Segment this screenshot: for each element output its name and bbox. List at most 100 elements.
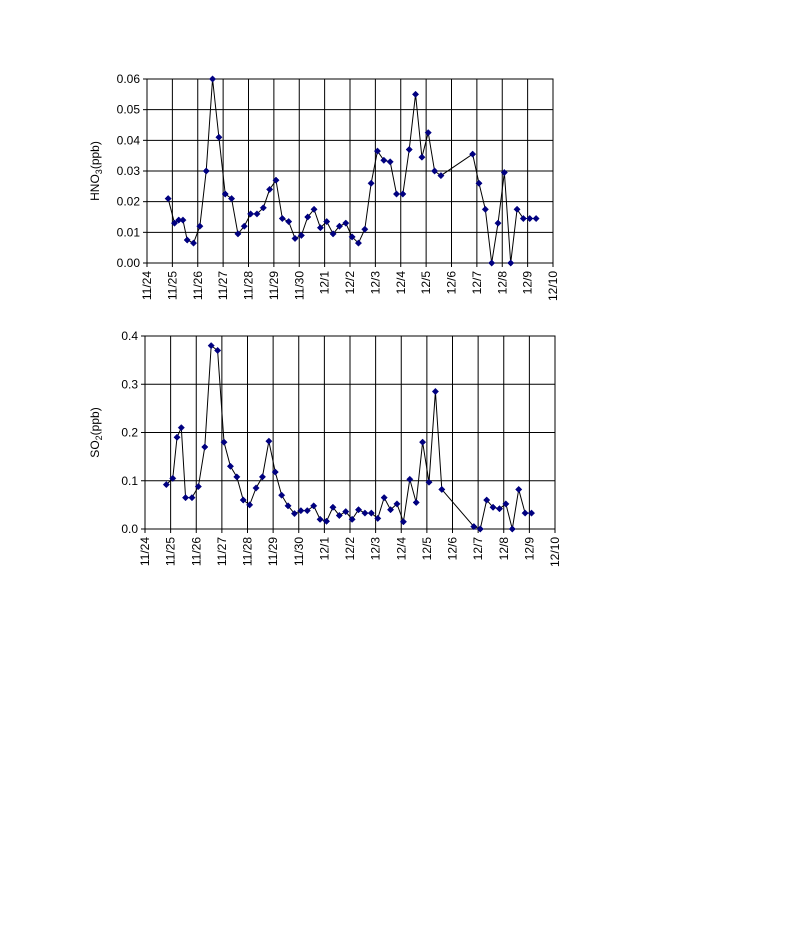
- data-point-marker: [500, 168, 508, 177]
- data-point-marker: [284, 502, 292, 510]
- data-point-marker: [291, 234, 299, 243]
- data-point-marker: [481, 205, 489, 213]
- data-point-marker: [532, 214, 540, 223]
- data-point-marker: [437, 172, 445, 180]
- data-point-marker: [179, 216, 187, 224]
- y-tick-label: 0.01: [117, 225, 141, 239]
- data-point-marker: [162, 481, 170, 489]
- data-point-marker: [405, 145, 413, 154]
- data-point-marker: [526, 214, 534, 223]
- x-tick-label: 12/2: [343, 271, 357, 295]
- y-tick-label: 0.04: [117, 133, 141, 147]
- data-point-marker: [278, 491, 286, 499]
- data-point-marker: [418, 153, 426, 161]
- x-tick-label: 11/29: [266, 537, 280, 566]
- data-point-marker: [513, 205, 521, 213]
- x-tick-label: 11/27: [216, 271, 230, 300]
- data-point-marker: [271, 468, 279, 476]
- data-point-marker: [253, 210, 261, 218]
- data-point-marker: [285, 218, 293, 226]
- data-point-marker: [240, 222, 248, 230]
- data-point-marker: [214, 346, 222, 355]
- data-point-marker: [399, 190, 407, 198]
- y-tick-label: 0.2: [121, 426, 138, 440]
- data-point-marker: [278, 214, 286, 223]
- x-tick-label: 11/27: [215, 537, 229, 566]
- data-point-marker: [438, 485, 446, 493]
- data-point-marker: [494, 219, 502, 227]
- data-point-marker: [259, 204, 267, 212]
- data-point-marker: [290, 510, 299, 518]
- data-point-marker: [202, 167, 210, 175]
- data-point-marker: [515, 485, 523, 493]
- x-tick-label: 12/7: [470, 271, 484, 295]
- data-point-marker: [297, 507, 305, 515]
- data-point-marker: [329, 503, 337, 511]
- data-point-marker: [208, 75, 217, 83]
- data-point-marker: [297, 231, 305, 239]
- y-tick-label: 0.00: [117, 256, 141, 270]
- y-tick-label: 0.03: [117, 164, 141, 178]
- x-tick-label: 11/30: [292, 537, 306, 566]
- data-point-marker: [348, 515, 356, 523]
- data-point-marker: [196, 222, 204, 230]
- data-point-marker: [310, 502, 318, 510]
- x-tick-label: 12/9: [522, 537, 536, 561]
- data-point-marker: [367, 179, 375, 187]
- data-point-marker: [393, 500, 401, 508]
- x-tick-label: 11/26: [189, 537, 203, 566]
- y-axis-label: SO2(ppb): [88, 407, 104, 457]
- y-tick-label: 0.1: [121, 474, 138, 488]
- data-point-marker: [239, 496, 247, 504]
- data-point-marker: [412, 498, 420, 507]
- data-point-marker: [380, 156, 388, 164]
- data-point-marker: [182, 494, 190, 502]
- data-point-marker: [177, 424, 185, 432]
- data-point-marker: [252, 484, 260, 492]
- x-tick-label: 12/5: [420, 537, 434, 561]
- data-point-marker: [483, 496, 491, 504]
- data-point-marker: [304, 213, 312, 221]
- data-point-marker: [258, 473, 267, 481]
- x-tick-label: 11/24: [140, 271, 154, 300]
- x-tick-label: 12/1: [317, 537, 331, 561]
- data-point-marker: [354, 239, 363, 247]
- data-point-marker: [169, 474, 177, 482]
- data-point-marker: [310, 205, 318, 213]
- y-tick-label: 0.05: [117, 103, 141, 117]
- data-point-marker: [386, 158, 394, 166]
- data-point-marker: [247, 210, 255, 218]
- x-tick-label: 12/9: [521, 271, 535, 295]
- data-point-marker: [527, 509, 536, 517]
- y-axis-label: HNO3(ppb): [88, 141, 104, 201]
- data-point-marker: [367, 509, 375, 517]
- data-point-marker: [342, 508, 350, 516]
- x-tick-label: 12/6: [446, 537, 460, 561]
- x-tick-label: 11/28: [242, 271, 256, 300]
- data-point-marker: [374, 514, 382, 522]
- y-tick-label: 0.3: [121, 377, 138, 391]
- data-point-marker: [476, 525, 484, 533]
- data-point-marker: [508, 525, 516, 533]
- data-point-marker: [470, 523, 478, 531]
- data-point-marker: [380, 494, 388, 502]
- x-tick-label: 12/4: [394, 271, 408, 295]
- data-point-marker: [431, 167, 439, 175]
- x-tick-label: 12/1: [318, 271, 332, 295]
- data-point-marker: [469, 150, 477, 158]
- data-point-marker: [361, 225, 369, 233]
- data-point-marker: [342, 219, 350, 227]
- data-point-marker: [164, 195, 172, 203]
- data-point-marker: [173, 433, 181, 441]
- data-point-marker: [188, 494, 196, 502]
- x-tick-label: 12/5: [419, 271, 433, 295]
- data-point-marker: [316, 515, 324, 523]
- data-point-marker: [266, 185, 274, 193]
- data-point-marker: [246, 501, 254, 509]
- data-point-marker: [424, 129, 432, 137]
- x-tick-label: 11/24: [138, 537, 152, 566]
- data-point-marker: [323, 218, 331, 226]
- x-tick-label: 12/3: [369, 537, 383, 561]
- data-point-marker: [502, 500, 510, 508]
- data-point-marker: [361, 509, 369, 517]
